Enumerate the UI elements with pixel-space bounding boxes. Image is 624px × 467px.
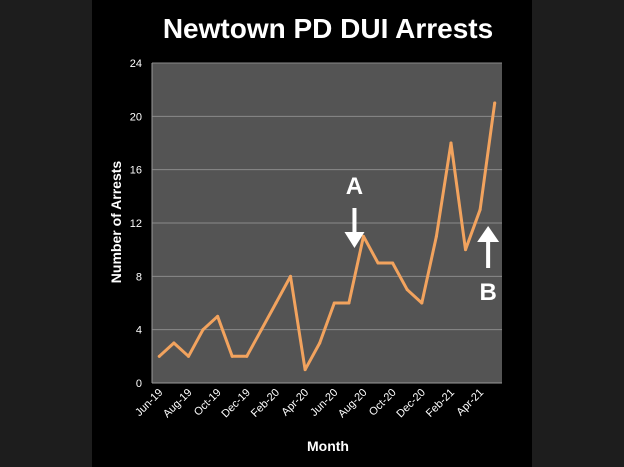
x-tick-label: Jun-20 [308,387,340,419]
x-tick-label: Apr-20 [279,387,311,419]
y-tick-label: 8 [136,271,142,283]
axes [151,63,502,384]
x-tick-label: Oct-20 [367,387,399,419]
data-point [259,328,263,332]
series-line [157,101,497,372]
data-point [201,328,205,332]
right-margin [532,0,624,467]
series-layer [157,101,497,372]
x-tick-label: Dec-20 [394,387,428,421]
data-point [376,261,380,265]
data-point [434,234,438,238]
annotation-label-a: A [346,173,363,200]
y-tick-label: 0 [136,378,142,390]
data-point [464,248,468,252]
data-point [493,101,497,105]
x-tick-label: Aug-20 [336,387,370,421]
data-point [245,354,249,358]
data-point [274,301,278,305]
data-point [157,354,161,358]
x-tick-label: Feb-21 [424,387,457,420]
annotations-layer: AB [344,173,500,306]
data-point [289,274,293,278]
x-tick-label: Apr-21 [454,387,486,419]
left-margin [0,0,92,467]
x-tick-label: Jun-19 [133,387,165,419]
data-point [186,354,190,358]
chart-title: Newtown PD DUI Arrests [163,13,493,44]
up-arrow-icon [477,226,500,242]
data-point [361,234,365,238]
x-axis-title: Month [307,438,349,454]
down-arrow-icon [344,232,365,248]
y-tick-label: 12 [130,218,142,230]
y-tick-label: 20 [130,111,142,123]
data-point [478,208,482,212]
x-tick-label: Aug-19 [161,387,195,421]
data-point [303,368,307,372]
y-tick-label: 4 [136,325,142,337]
data-point [332,301,336,305]
data-point [318,341,322,345]
data-point [216,314,220,318]
y-axis-ticks: 0 4 8 12 16 20 24 [130,58,142,390]
x-tick-label: Dec-19 [219,387,253,421]
y-axis-title: Number of Arrests [108,161,124,284]
data-point [405,288,409,292]
data-point [347,301,351,305]
data-point [420,301,424,305]
y-tick-label: 24 [130,58,142,70]
x-axis-ticks: Jun-19Aug-19Oct-19Dec-19Feb-20Apr-20Jun-… [133,387,486,421]
data-point [449,141,453,145]
y-tick-label: 16 [130,165,142,177]
grid-lines [152,62,502,331]
data-point [391,261,395,265]
x-tick-label: Oct-19 [192,387,224,419]
annotation-label-b: B [479,279,496,306]
data-point [230,354,234,358]
x-tick-label: Feb-20 [249,387,282,420]
data-point [172,341,176,345]
